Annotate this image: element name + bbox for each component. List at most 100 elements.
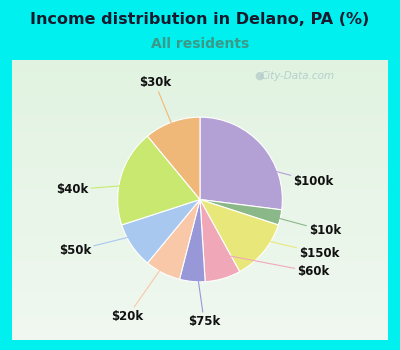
Bar	[12, 152, 388, 155]
Bar	[12, 208, 388, 211]
Bar	[12, 256, 388, 258]
Bar	[12, 96, 388, 99]
Text: $30k: $30k	[139, 76, 181, 147]
Text: $75k: $75k	[188, 255, 220, 328]
Bar	[12, 62, 388, 65]
Bar	[12, 314, 388, 317]
Bar	[12, 284, 388, 286]
Bar	[12, 306, 388, 309]
Text: Income distribution in Delano, PA (%): Income distribution in Delano, PA (%)	[30, 12, 370, 27]
Bar	[12, 144, 388, 146]
Wedge shape	[200, 199, 240, 282]
Text: City-Data.com: City-Data.com	[260, 71, 334, 81]
Bar	[12, 241, 388, 244]
Bar	[12, 312, 388, 314]
Bar	[12, 169, 388, 172]
Bar	[12, 68, 388, 71]
Bar	[12, 323, 388, 326]
Bar	[12, 79, 388, 82]
Bar	[12, 71, 388, 74]
Bar	[12, 320, 388, 323]
Bar	[12, 155, 388, 158]
Text: $50k: $50k	[59, 231, 154, 257]
Bar	[12, 219, 388, 222]
Bar	[12, 146, 388, 149]
Bar	[12, 76, 388, 79]
Bar	[12, 298, 388, 300]
Bar	[12, 180, 388, 183]
Bar	[12, 286, 388, 289]
Bar	[12, 272, 388, 275]
Bar	[12, 163, 388, 166]
Bar	[12, 118, 388, 121]
Bar	[12, 132, 388, 135]
Bar	[12, 211, 388, 214]
Bar	[12, 309, 388, 312]
Bar	[12, 186, 388, 188]
Bar	[12, 121, 388, 124]
Bar	[12, 267, 388, 270]
Bar	[12, 337, 388, 340]
Bar	[12, 172, 388, 174]
Bar	[12, 60, 388, 62]
Bar	[12, 113, 388, 116]
Bar	[12, 317, 388, 320]
Bar	[12, 65, 388, 68]
Text: $60k: $60k	[216, 253, 330, 279]
Wedge shape	[180, 199, 205, 282]
Bar	[12, 82, 388, 85]
Bar	[12, 275, 388, 278]
Bar	[12, 253, 388, 256]
Bar	[12, 177, 388, 180]
Bar	[12, 300, 388, 303]
Bar	[12, 326, 388, 328]
Bar	[12, 239, 388, 241]
Bar	[12, 225, 388, 228]
Bar	[12, 149, 388, 152]
Text: $20k: $20k	[112, 250, 174, 323]
Bar	[12, 214, 388, 216]
Bar	[12, 295, 388, 298]
Bar	[12, 334, 388, 337]
Bar	[12, 158, 388, 160]
Text: All residents: All residents	[151, 37, 249, 51]
Bar	[12, 116, 388, 118]
Bar	[12, 270, 388, 272]
Text: $150k: $150k	[243, 235, 340, 260]
Wedge shape	[200, 199, 282, 225]
Bar	[12, 124, 388, 127]
Bar	[12, 292, 388, 295]
Bar	[12, 135, 388, 138]
Text: ●: ●	[255, 71, 264, 81]
Bar	[12, 247, 388, 250]
Bar	[12, 233, 388, 236]
Bar	[12, 303, 388, 306]
Bar	[12, 191, 388, 194]
Bar	[12, 289, 388, 292]
Bar	[12, 194, 388, 197]
Bar	[12, 228, 388, 230]
Bar	[12, 93, 388, 96]
Bar	[12, 127, 388, 130]
Bar	[12, 74, 388, 76]
Bar	[12, 197, 388, 199]
Text: $100k: $100k	[242, 162, 334, 188]
Bar	[12, 278, 388, 281]
Wedge shape	[122, 199, 200, 263]
Bar	[12, 99, 388, 101]
Bar	[12, 160, 388, 163]
Bar	[12, 328, 388, 331]
Bar	[12, 183, 388, 186]
Bar	[12, 88, 388, 90]
Bar	[12, 258, 388, 261]
Wedge shape	[148, 117, 200, 199]
Bar	[12, 244, 388, 247]
Wedge shape	[200, 117, 282, 210]
Bar	[12, 236, 388, 239]
Bar	[12, 199, 388, 202]
Bar	[12, 130, 388, 132]
Bar	[12, 104, 388, 107]
Bar	[12, 205, 388, 208]
Text: $40k: $40k	[56, 183, 146, 196]
Bar	[12, 141, 388, 144]
